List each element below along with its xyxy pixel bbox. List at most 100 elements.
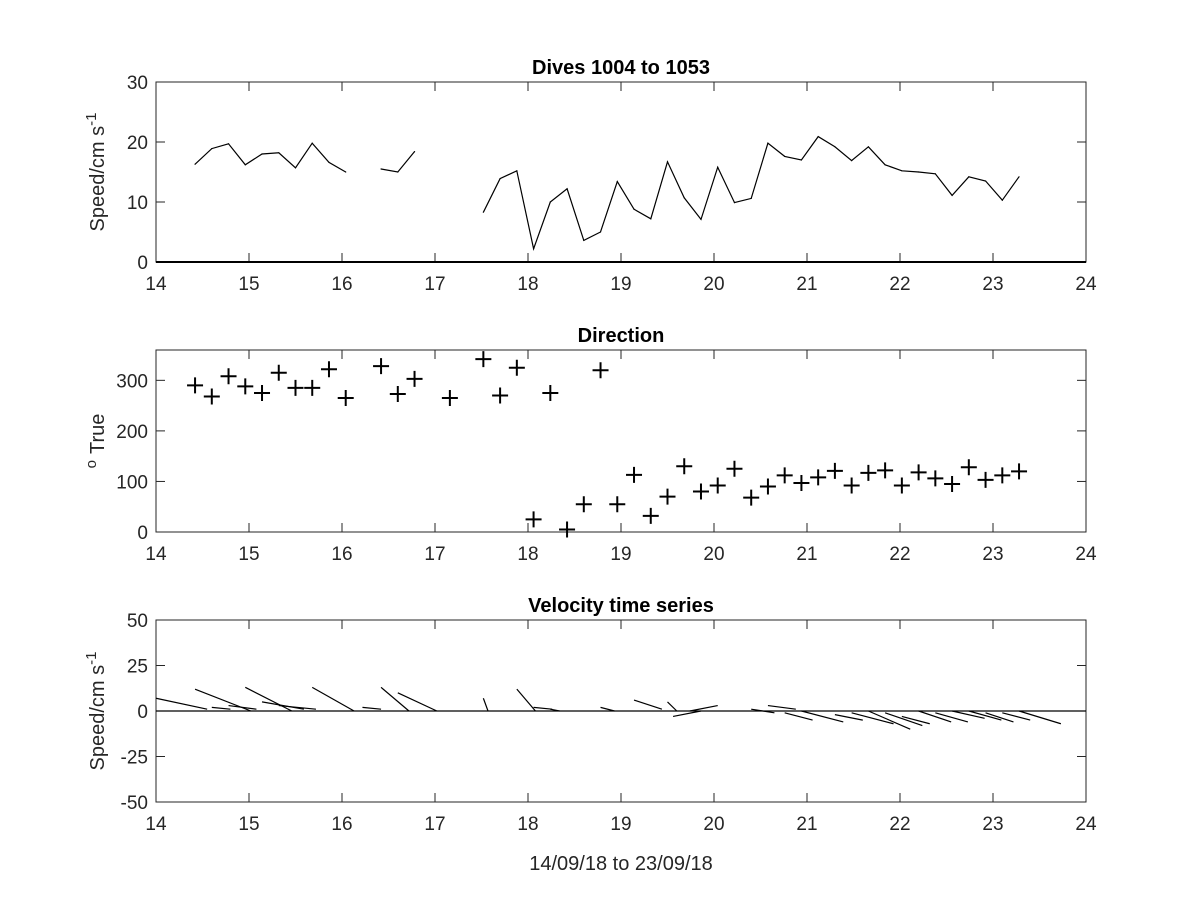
speed-data-point bbox=[380, 168, 382, 170]
direction-xtick-label: 18 bbox=[517, 544, 538, 565]
speed-data-point bbox=[984, 180, 987, 182]
velocity-vector bbox=[311, 686, 355, 712]
velocity-yticks: -50 -25 0 25 50 bbox=[121, 611, 1086, 814]
direction-yticks: 0 100 200 300 bbox=[116, 371, 1086, 544]
direction-xtick-label: 14 bbox=[145, 544, 167, 565]
speed-xtick-label: 21 bbox=[796, 274, 817, 295]
direction-xticks: 14 15 16 17 18 19 20 21 22 23 24 bbox=[145, 350, 1097, 565]
velocity-xtick-label: 17 bbox=[424, 814, 445, 835]
speed-xtick-label: 18 bbox=[517, 274, 538, 295]
direction-xtick-label: 19 bbox=[610, 544, 631, 565]
velocity-ylabel-superscript: -1 bbox=[83, 652, 100, 665]
speed-xtick-label: 19 bbox=[610, 274, 631, 295]
direction-plus-marker bbox=[237, 378, 254, 395]
speed-data-point bbox=[261, 153, 263, 155]
speed-data-point bbox=[278, 152, 280, 154]
direction-plus-marker bbox=[709, 477, 726, 494]
direction-plus-marker bbox=[270, 364, 287, 381]
velocity-vector bbox=[667, 701, 678, 712]
direction-plus-marker bbox=[337, 390, 354, 407]
direction-xtick-label: 23 bbox=[982, 544, 1003, 565]
figure-xlabel: 14/09/18 to 23/09/18 bbox=[529, 853, 713, 875]
speed-data-point bbox=[482, 211, 484, 213]
speed-data-point bbox=[951, 194, 953, 196]
direction-plus-marker bbox=[977, 471, 994, 488]
speed-data-point bbox=[413, 151, 416, 153]
direction-plus-marker bbox=[406, 370, 423, 387]
direction-plus-marker bbox=[927, 470, 944, 487]
speed-ytick-label: 30 bbox=[127, 73, 148, 94]
velocity-vector bbox=[228, 704, 257, 710]
velocity-vector bbox=[868, 710, 911, 730]
velocity-xtick-label: 23 bbox=[982, 814, 1003, 835]
speed-data-point bbox=[834, 146, 836, 148]
direction-plus-marker bbox=[676, 458, 693, 475]
velocity-vector bbox=[380, 686, 410, 712]
speed-data-point bbox=[717, 166, 719, 168]
velocity-vector bbox=[801, 710, 844, 723]
direction-ytick-label: 300 bbox=[116, 371, 148, 392]
direction-panel: Direction o True 14 15 16 17 18 19 20 21 22 23 24 0… bbox=[83, 325, 1097, 565]
speed-data-point bbox=[750, 197, 752, 199]
direction-xtick-label: 24 bbox=[1075, 544, 1097, 565]
velocity-vector bbox=[1018, 710, 1062, 725]
speed-data-point bbox=[700, 218, 702, 220]
direction-plus-marker bbox=[776, 467, 793, 484]
direction-plus-marker bbox=[944, 475, 961, 492]
speed-data-point bbox=[499, 178, 501, 180]
direction-plus-marker bbox=[877, 462, 894, 479]
direction-plus-marker bbox=[373, 358, 390, 375]
direction-plus-marker bbox=[692, 483, 709, 500]
velocity-xtick-label: 20 bbox=[703, 814, 724, 835]
velocity-xtick-label: 18 bbox=[517, 814, 538, 835]
direction-plus-marker bbox=[492, 387, 509, 404]
velocity-vector bbox=[397, 692, 438, 712]
speed-data-point bbox=[884, 164, 886, 166]
direction-plus-marker bbox=[389, 385, 406, 402]
direction-plus-marker bbox=[220, 368, 237, 385]
direction-plus-marker bbox=[994, 467, 1011, 484]
speed-data-point bbox=[683, 197, 685, 199]
velocity-vector bbox=[211, 706, 231, 710]
speed-xtick-label: 20 bbox=[703, 274, 724, 295]
direction-plus-marker bbox=[559, 521, 576, 538]
direction-xtick-label: 17 bbox=[424, 544, 445, 565]
speed-data-point bbox=[328, 161, 330, 163]
speed-data-point bbox=[800, 159, 803, 161]
velocity-xticks: 14 15 16 17 18 19 20 21 22 23 24 bbox=[145, 620, 1097, 835]
velocity-vector bbox=[1002, 712, 1031, 721]
direction-xtick-label: 22 bbox=[889, 544, 910, 565]
speed-data-point bbox=[194, 163, 196, 165]
direction-plus-marker bbox=[609, 496, 626, 513]
speed-data-point bbox=[851, 160, 853, 162]
direction-ytick-label: 200 bbox=[116, 422, 148, 443]
direction-plus-marker bbox=[726, 460, 743, 477]
velocity-vector bbox=[245, 686, 293, 712]
velocity-vector bbox=[951, 710, 985, 719]
velocity-vector bbox=[278, 704, 317, 710]
direction-plus-marker bbox=[203, 388, 220, 405]
direction-plus-marker bbox=[810, 469, 827, 486]
direction-plus-marker bbox=[542, 384, 559, 401]
speed-data-point bbox=[867, 146, 869, 148]
direction-plus-marker bbox=[508, 359, 525, 376]
direction-plus-marker bbox=[525, 511, 542, 528]
speed-xtick-label: 23 bbox=[982, 274, 1003, 295]
velocity-vector bbox=[884, 712, 923, 727]
direction-plus-marker bbox=[575, 496, 592, 513]
speed-data-point bbox=[650, 218, 652, 220]
speed-data-point bbox=[817, 136, 819, 138]
velocity-vector bbox=[767, 704, 796, 710]
velocity-vector bbox=[516, 688, 536, 712]
speed-data-point bbox=[767, 142, 769, 144]
velocity-vector bbox=[362, 706, 382, 710]
velocity-vector bbox=[482, 698, 489, 712]
speed-data-point bbox=[311, 142, 313, 144]
speed-data-point bbox=[784, 155, 786, 157]
direction-xtick-label: 20 bbox=[703, 544, 724, 565]
speed-marks bbox=[156, 135, 1086, 263]
speed-data-point bbox=[532, 248, 535, 250]
speed-data-point bbox=[666, 161, 669, 163]
velocity-marks bbox=[155, 686, 1086, 730]
